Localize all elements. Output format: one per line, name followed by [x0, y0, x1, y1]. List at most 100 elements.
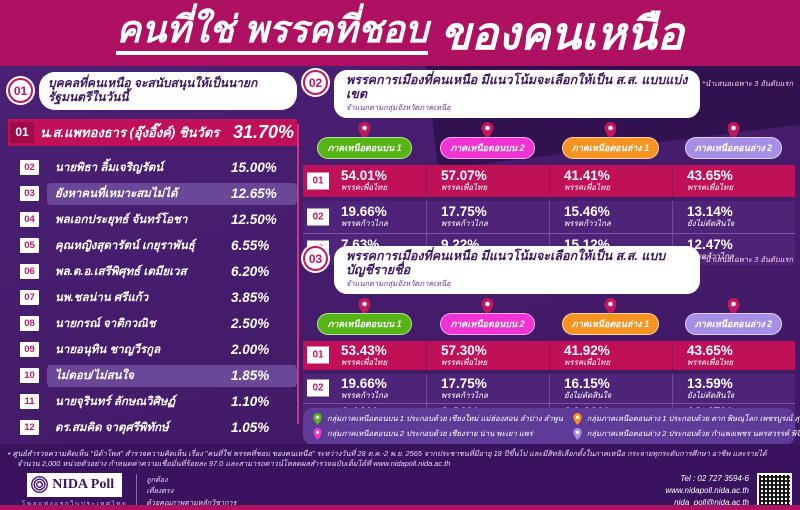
- region-pill-upper-north-1: ภาคเหนือตอนบน 1: [317, 312, 412, 335]
- region-column-header: ภาคเหนือตอนล่าง 2: [672, 122, 795, 159]
- legend-item: กลุ่มภาคเหนือตอนบน 2 ประกอบด้วย เชียงราย…: [313, 428, 563, 440]
- party-name: พรรคเพื่อไทย: [341, 183, 388, 193]
- pm-candidate-row-top: 01 น.ส.แพทองธาร (อุ๊งอิ๊งค์) ชินวัตร 31.…: [8, 118, 297, 146]
- pm-candidate-row: 07 นพ.ชลน่าน ศรีแก้ว 3.85%: [8, 285, 297, 311]
- party-name: พรรคก้าวไกล: [341, 390, 388, 400]
- region-column-header: ภาคเหนือตอนบน 1: [303, 298, 426, 335]
- contact-info: Tel : 02 727 3594-6 www.nidapoll.nida.ac…: [665, 473, 749, 509]
- nida-emblem-icon: [31, 476, 49, 494]
- party-name: พรรคเพื่อไทย: [441, 183, 488, 193]
- panel-pm-support-header: 01 บุคคลที่คนเหนือ จะสนับสนุนให้เป็นนายก…: [8, 72, 297, 110]
- percent-value: 41.41%: [564, 168, 610, 184]
- party-name: ยังไม่ตัดสินใจ: [687, 219, 735, 229]
- region-pill-upper-north-2: ภาคเหนือตอนบน 2: [440, 312, 535, 335]
- region-column-header: ภาคเหนือตอนล่าง 1: [549, 122, 672, 159]
- percent-value: 31.70%: [232, 121, 294, 142]
- region-pill-lower-north-2: ภาคเหนือตอนล่าง 2: [684, 136, 783, 159]
- party-name: พรรคก้าวไกล: [341, 219, 388, 229]
- percent-value: 12.47%: [687, 236, 733, 252]
- pm-candidate-row: 12 ดร.สมคิด จาตุศรีพิทักษ์ 1.05%: [8, 415, 297, 441]
- page-title: คนที่ใช่ พรรคที่ชอบ: [116, 11, 429, 55]
- panel-number-badge: 02: [303, 70, 328, 95]
- qr-code: [757, 473, 792, 509]
- region-pill-lower-north-1: ภาคเหนือตอนล่าง 1: [561, 312, 660, 335]
- table-row: 01 53.43% พรรคเพื่อไทย 57.30% พรรคเพื่อไทย…: [303, 340, 795, 370]
- panel-title: บุคคลที่คนเหนือ จะสนับสนุนให้เป็นนายกรัฐ…: [39, 72, 297, 110]
- page-header: คนที่ใช่ พรรคที่ชอบ ของคนเหนือ: [0, 0, 800, 66]
- table-row: 02 19.66% พรรคก้าวไกล 17.75% พรรคก้าวไกล 1…: [303, 373, 795, 403]
- legend-text: กลุ่มภาคเหนือตอนบน 2 ประกอบด้วย เชียงราย…: [327, 429, 533, 438]
- rank-badge: 11: [20, 394, 39, 410]
- legend-text: กลุ่มภาคเหนือตอนล่าง 1 ประกอบด้วย ตาก พิ…: [586, 414, 800, 423]
- candidate-name: นายอนุทิน ชาญวีรกูล: [55, 343, 161, 356]
- percent-value: 19.66%: [341, 204, 387, 220]
- methodology-note-line2: จำนวน 2,000 หน่วยตัวอย่าง กำหนดค่าความเช…: [17, 458, 451, 468]
- pm-candidate-row: 04 พลเอกประยุทธ์ จันทร์โอชา 12.50%: [8, 207, 297, 233]
- party-name: พรรคก้าวไกล: [564, 219, 611, 229]
- region-pill-lower-north-2: ภาคเหนือตอนล่าง 2: [684, 312, 783, 335]
- rank-badge: 05: [20, 238, 39, 254]
- logo-text: NIDA Poll: [52, 476, 115, 492]
- candidate-name: ดร.สมคิด จาตุศรีพิทักษ์: [55, 421, 169, 434]
- region-header-row: ภาคเหนือตอนบน 1 ภาคเหนือตอนบน 2 ภาคเหนือ…: [303, 298, 795, 335]
- percent-value: 57.07%: [441, 168, 487, 184]
- region-column-header: ภาคเหนือตอนบน 2: [426, 298, 549, 335]
- percent-value: 17.75%: [441, 375, 487, 391]
- top3-note: *นำเสนอเฉพาะ 3 อันดับแรก: [702, 255, 793, 264]
- percent-value: 6.20%: [231, 264, 270, 280]
- percent-value: 2.00%: [231, 342, 270, 358]
- candidate-name: ยังหาคนที่เหมาะสมไม่ได้: [55, 187, 178, 200]
- pm-candidate-row: 03 ยังหาคนที่เหมาะสมไม่ได้ 12.65%: [8, 181, 297, 207]
- map-pin-icon: [313, 428, 322, 440]
- legend-text: กลุ่มภาคเหนือตอนบน 1 ประกอบด้วย เชียงใหม…: [327, 414, 563, 423]
- panel-partylist-header: 03 พรรคการเมืองที่คนเหนือ มีแนวโน้มจะเลื…: [303, 246, 795, 294]
- candidate-name: คุณหญิงสุดารัตน์ เกยุราพันธุ์: [55, 239, 195, 252]
- logo-subtitle: โพลแห่งแรกในประเทศไทย: [22, 499, 127, 509]
- pm-candidate-list: 02 นายพิธา ลิ้มเจริญรัตน์ 15.00% 03 ยังหา…: [8, 155, 297, 441]
- pm-candidate-row: 09 นายอนุทิน ชาญวีรกูล 2.00%: [8, 337, 297, 363]
- percent-value: 12.50%: [231, 212, 277, 228]
- rank-badge: 02: [307, 379, 329, 397]
- rank-badge: 06: [20, 264, 39, 280]
- panel-title: พรรคการเมืองที่คนเหนือ มีแนวโน้มจะเลือกใ…: [346, 73, 688, 102]
- pm-candidate-row: 06 พล.ต.อ.เสรีพิศุทธ์ เตมียเวส 6.20%: [8, 259, 297, 285]
- footer: • ศูนย์สำรวจความคิดเห็น "นิด้าโพล" สำรวจ…: [0, 444, 800, 510]
- pm-candidate-row: 11 นายจุรินทร์ ลักษณวิศิษฏ์ 1.10%: [8, 389, 297, 415]
- pm-candidate-row: 08 นายกรณ์ จาติกวณิช 2.50%: [8, 311, 297, 337]
- contact-tel: Tel : 02 727 3594-6: [680, 473, 749, 483]
- panel-partylist-mp: 03 พรรคการเมืองที่คนเหนือ มีแนวโน้มจะเลื…: [303, 246, 795, 432]
- percent-value: 6.55%: [231, 238, 270, 254]
- party-name: พรรคก้าวไกล: [687, 251, 734, 261]
- percent-value: 13.59%: [687, 375, 733, 391]
- percent-value: 53.43%: [341, 342, 387, 358]
- candidate-name: ไม่ตอบ/ไม่สนใจ: [55, 369, 134, 382]
- table-row: 01 54.01% พรรคเพื่อไทย 57.07% พรรคเพื่อไทย…: [303, 164, 795, 197]
- panel-number-badge: 03: [303, 246, 328, 271]
- party-name: ยังไม่ตัดสินใจ: [564, 390, 612, 400]
- legend-text: กลุ่มภาคเหนือตอนล่าง 2 ประกอบด้วย กำแพงเ…: [586, 429, 800, 438]
- percent-value: 12.65%: [231, 186, 277, 202]
- panel-subtitle: จำแนกตามกลุ่มจังหวัดภาคเหนือ: [346, 278, 451, 288]
- candidate-name: นพ.ชลน่าน ศรีแก้ว: [55, 291, 149, 304]
- map-pin-icon: [573, 428, 582, 440]
- page-title-accent: ของคนเหนือ: [440, 7, 684, 59]
- percent-value: 15.00%: [231, 160, 277, 176]
- percent-value: 41.92%: [564, 342, 610, 358]
- legend-item: กลุ่มภาคเหนือตอนล่าง 2 ประกอบด้วย กำแพงเ…: [573, 428, 800, 440]
- contact-email: nida_poll@nida.ac.th: [674, 497, 749, 507]
- percent-value: 16.15%: [564, 375, 610, 391]
- pm-candidate-row: 05 คุณหญิงสุดารัตน์ เกยุราพันธุ์ 6.55%: [8, 233, 297, 259]
- party-name: พรรคเพื่อไทย: [341, 357, 388, 367]
- party-name: พรรคเพื่อไทย: [564, 183, 611, 193]
- pm-candidate-row: 10 ไม่ตอบ/ไม่สนใจ 1.85%: [8, 363, 297, 389]
- rank-badge: 10: [20, 368, 39, 384]
- percent-value: 1.85%: [231, 368, 270, 384]
- rank-badge: 07: [20, 290, 39, 306]
- rank-badge: 08: [20, 316, 39, 332]
- region-legend: กลุ่มภาคเหนือตอนบน 1 ประกอบด้วย เชียงใหม…: [303, 408, 800, 445]
- panel-constituency-header: 02 พรรคการเมืองที่คนเหนือ มีแนวโน้มจะเลื…: [303, 70, 795, 118]
- nida-poll-logo: NIDA Poll โพลแห่งแรกในประเทศไทย: [22, 472, 127, 509]
- party-name: พรรคเพื่อไทย: [441, 357, 488, 367]
- panel-number-badge: 01: [8, 78, 33, 104]
